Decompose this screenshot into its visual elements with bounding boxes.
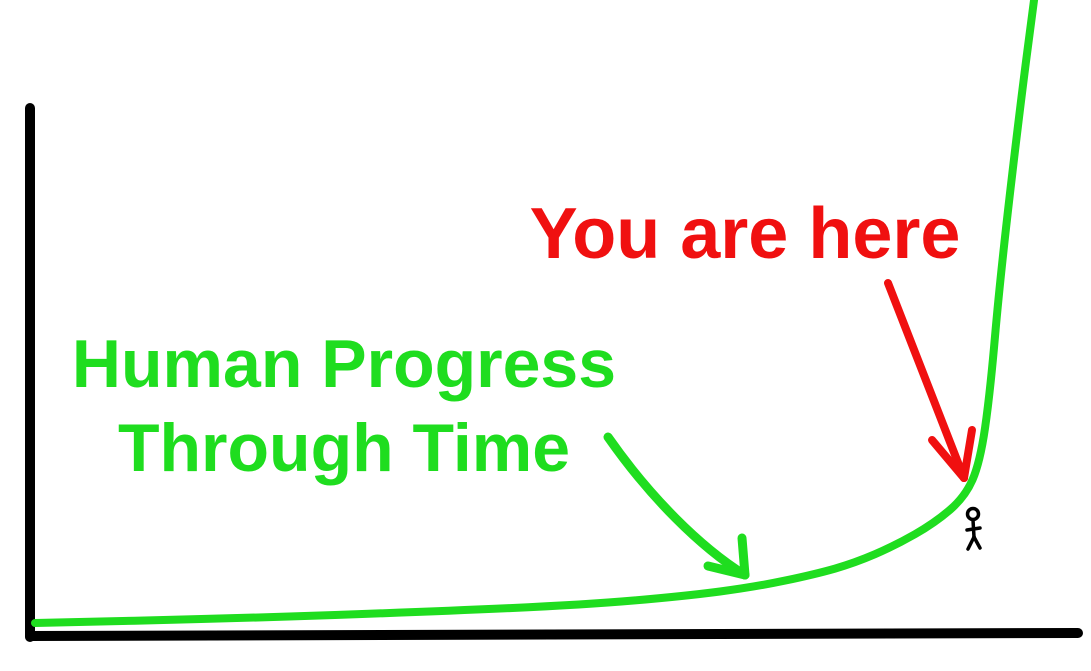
stick-figure-icon: [965, 506, 982, 551]
annotation-you-arrow: [884, 279, 976, 482]
annotation-progress-arrow: [603, 432, 750, 580]
annotation-you-are-here: You are here: [530, 194, 961, 274]
annotation-progress-line-2: Through Time: [118, 410, 570, 486]
series-line: [31, 0, 1039, 627]
x-axis: [25, 628, 1083, 641]
annotation-progress-line-1: Human Progress: [72, 326, 616, 402]
